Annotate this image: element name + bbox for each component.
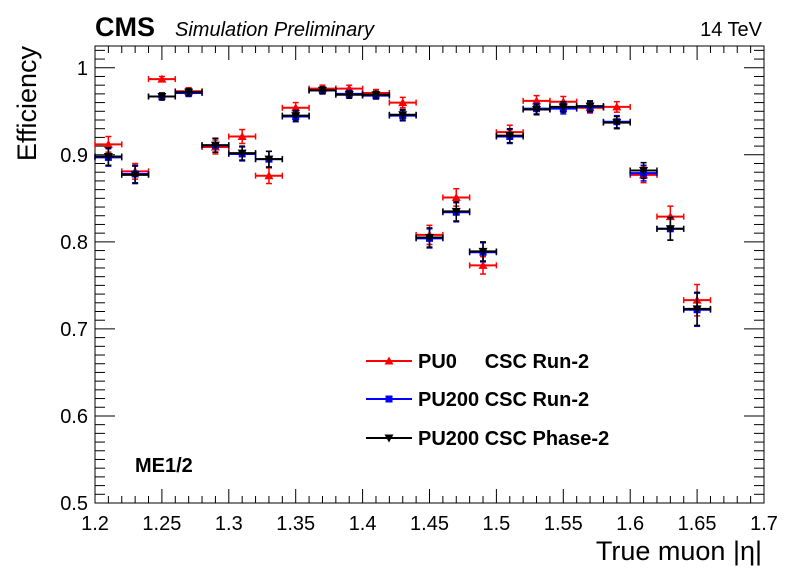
data-point: [629, 161, 658, 180]
y-tick-label: 0.9: [60, 145, 88, 167]
legend-label: PU200 CSC Phase-2: [418, 428, 609, 450]
station-label: ME1/2: [135, 455, 193, 477]
y-tick-label: 0.7: [60, 319, 88, 341]
data-point: [656, 216, 685, 241]
data-marker: [237, 132, 247, 141]
data-marker: [103, 153, 113, 162]
x-tick-label: 1.65: [678, 513, 717, 535]
data-marker: [639, 166, 649, 175]
data-point: [201, 137, 230, 153]
y-axis-label: Efficiency: [12, 46, 42, 162]
data-point: [549, 100, 578, 113]
data-marker: [478, 247, 488, 256]
energy-label: 14 TeV: [700, 19, 763, 41]
y-tick-label: 0.6: [60, 406, 88, 428]
data-marker: [451, 207, 461, 216]
data-marker: [478, 260, 488, 269]
data-marker: [558, 103, 568, 112]
data-marker: [532, 96, 542, 105]
y-tick-label: 0.8: [60, 232, 88, 254]
legend-entry: PU200 CSC Phase-2: [366, 428, 609, 450]
x-tick-label: 1.7: [750, 513, 778, 535]
data-marker: [210, 141, 220, 150]
y-tick-label: 0.5: [60, 493, 88, 515]
legend-marker: [385, 395, 393, 403]
data-point: [308, 86, 337, 95]
data-point: [468, 241, 498, 262]
y-tick-label: 1: [77, 58, 88, 80]
data-point: [335, 90, 364, 100]
data-point: [682, 291, 712, 327]
data-marker: [157, 74, 167, 83]
data-marker: [103, 139, 113, 148]
x-tick-label: 1.45: [410, 513, 449, 535]
data-marker: [612, 119, 622, 128]
status-label: Simulation Preliminary: [175, 19, 375, 41]
axis-tick-labels: 1.2 1.25 1.3 1.35 1.4 1.45 1.5 1.55 1.6 1.65 1.7 0.…: [60, 58, 778, 535]
data-point: [388, 96, 417, 109]
data-marker: [398, 111, 408, 120]
legend-marker: [384, 356, 394, 365]
data-marker: [665, 225, 675, 234]
data-point: [174, 87, 203, 97]
data-marker: [612, 102, 622, 111]
legend-entry: PU0 CSC Run-2: [366, 351, 589, 373]
x-tick-label: 1.2: [81, 513, 109, 535]
axis-ticks: [94, 46, 765, 504]
data-marker: [425, 234, 434, 243]
data-marker: [532, 106, 542, 115]
data-marker: [505, 132, 515, 141]
data-marker: [264, 171, 274, 180]
data-marker: [371, 91, 381, 100]
legend: PU0 CSC Run-2 PU200 CSC Run-2 PU200 CSC Ph…: [366, 351, 609, 450]
data-point: [281, 109, 310, 122]
data-point: [147, 74, 177, 83]
data-point: [94, 147, 123, 167]
data-point: [522, 103, 551, 116]
data-point: [575, 100, 605, 113]
data-series: [94, 74, 712, 328]
data-marker: [344, 91, 354, 100]
data-point: [415, 227, 444, 248]
data-point: [121, 165, 150, 185]
data-point: [147, 92, 177, 101]
data-marker: [237, 149, 247, 158]
data-marker: [264, 155, 274, 164]
data-marker: [585, 102, 595, 111]
x-tick-label: 1.4: [349, 513, 377, 535]
series-2: [94, 86, 712, 327]
legend-label: PU200 CSC Run-2: [418, 389, 589, 411]
data-marker: [157, 92, 167, 101]
x-tick-label: 1.25: [142, 513, 181, 535]
data-marker: [184, 88, 194, 97]
data-point: [254, 150, 284, 168]
data-point: [602, 100, 631, 113]
data-point: [228, 128, 257, 145]
experiment-label: CMS: [95, 12, 155, 42]
x-tick-label: 1.3: [215, 513, 243, 535]
data-point: [228, 145, 257, 161]
data-marker: [451, 192, 461, 201]
x-tick-label: 1.55: [544, 513, 583, 535]
data-marker: [291, 103, 301, 112]
data-marker: [398, 98, 408, 107]
legend-marker: [384, 434, 394, 443]
data-point: [388, 108, 417, 121]
data-point: [442, 201, 471, 222]
legend-label: PU0 CSC Run-2: [418, 351, 589, 373]
data-marker: [130, 171, 140, 180]
data-marker: [317, 86, 327, 95]
data-marker: [291, 112, 301, 121]
x-tick-label: 1.6: [616, 513, 644, 535]
legend-entry: PU200 CSC Run-2: [366, 389, 589, 411]
data-point: [495, 127, 524, 144]
data-point: [254, 167, 284, 185]
x-tick-label: 1.35: [276, 513, 315, 535]
x-axis-label: True muon |η|: [596, 536, 762, 566]
x-tick-label: 1.5: [482, 513, 510, 535]
data-point: [602, 115, 631, 130]
data-point: [361, 90, 391, 100]
data-marker: [692, 305, 702, 314]
